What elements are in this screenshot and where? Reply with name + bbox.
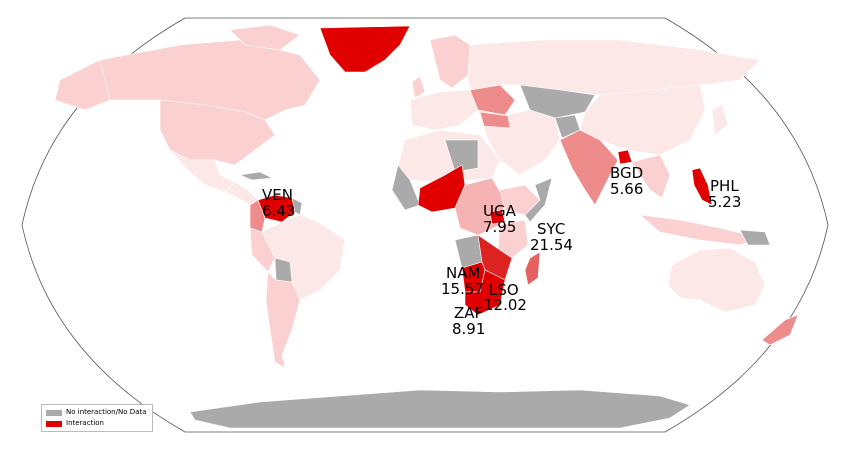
label-nam-value: 15.57 (441, 280, 484, 298)
legend-item-interaction: Interaction (46, 418, 146, 429)
country-china[interactable] (579, 84, 706, 156)
country-usa[interactable] (159, 99, 276, 166)
label-syc-code: SYC (537, 220, 565, 238)
map-legend: No interaction/No Data Interaction (41, 404, 154, 432)
country-west-africa[interactable] (391, 164, 421, 211)
country-madagascar[interactable] (524, 251, 541, 286)
label-uga-value: 7.95 (483, 218, 516, 236)
country-east-africa[interactable] (497, 219, 529, 259)
country-cuba[interactable] (238, 171, 274, 181)
country-algeria-libya[interactable] (444, 139, 479, 173)
country-southeast-asia[interactable] (631, 154, 671, 199)
country-bolivia[interactable] (274, 257, 293, 283)
label-uga-code: UGA (483, 202, 517, 220)
legend-label-no-data: No interaction/No Data (66, 408, 147, 416)
region-antarctica[interactable] (189, 389, 691, 429)
country-alaska-usa[interactable] (54, 59, 111, 111)
legend-label-interaction: Interaction (66, 419, 104, 427)
legend-swatch-no-data (46, 409, 62, 416)
label-phl-code: PHL (710, 177, 739, 195)
label-syc-value: 21.54 (530, 236, 573, 254)
label-lso-code: LSO (489, 281, 519, 299)
legend-swatch-interaction (46, 420, 62, 427)
country-greenland[interactable] (319, 25, 411, 73)
label-zaf-value: 8.91 (452, 320, 485, 338)
label-lso-value: 12.02 (484, 296, 527, 314)
country-turkey[interactable] (479, 111, 511, 129)
country-australia[interactable] (667, 247, 766, 313)
label-ven-value: 6.43 (262, 202, 295, 220)
label-nam-code: NAM (446, 264, 480, 282)
label-phl-value: 5.23 (708, 193, 741, 211)
label-bgd-value: 5.66 (610, 180, 643, 198)
country-canada-islands[interactable] (229, 24, 301, 51)
legend-item-no-data: No interaction/No Data (46, 407, 146, 418)
country-south-africa[interactable] (464, 269, 506, 316)
country-chile-argentina[interactable] (265, 271, 301, 369)
country-scandinavia[interactable] (429, 34, 471, 89)
country-western-europe[interactable] (409, 89, 479, 131)
country-new-zealand[interactable] (761, 314, 799, 346)
country-somalia[interactable] (524, 177, 553, 223)
country-japan[interactable] (711, 104, 729, 136)
country-papua[interactable] (739, 229, 771, 246)
label-zaf-code: ZAF (454, 304, 483, 322)
country-philippines[interactable] (691, 167, 713, 206)
label-ven-code: VEN (262, 186, 293, 204)
country-colombia[interactable] (249, 199, 266, 233)
country-peru[interactable] (249, 227, 276, 273)
country-uk[interactable] (411, 75, 426, 99)
country-uganda[interactable] (489, 209, 506, 225)
label-bgd-code: BGD (610, 164, 643, 182)
